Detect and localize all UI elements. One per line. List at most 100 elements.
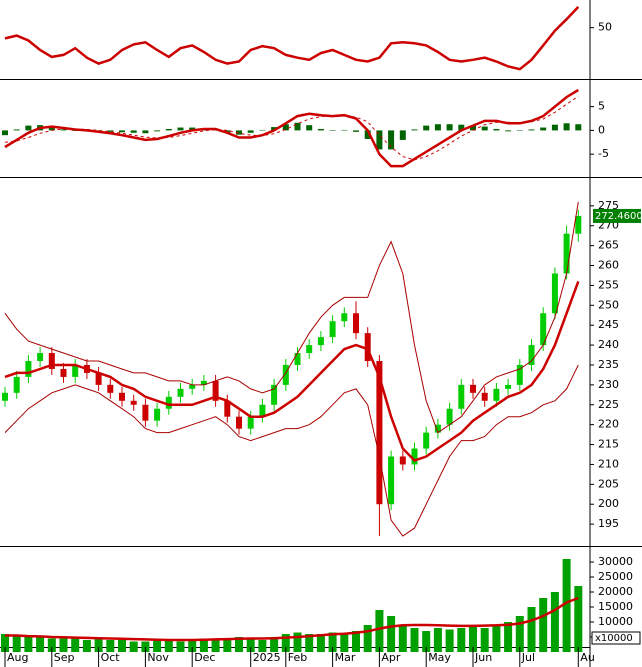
panel: [2, 88, 582, 168]
candle-body: [142, 404, 149, 421]
x-tick-label: Aug: [7, 651, 28, 664]
candle-body: [399, 456, 406, 465]
histogram-bar: [563, 123, 570, 131]
candle-body: [37, 353, 44, 362]
histogram-bar: [376, 130, 383, 150]
candle-body: [434, 424, 441, 433]
volume-bar: [129, 641, 138, 652]
volume-bar: [141, 641, 150, 652]
histogram-bar: [505, 130, 512, 132]
candle-body: [563, 233, 570, 274]
candle-body: [259, 404, 266, 417]
y-tick-label: 255: [598, 278, 619, 291]
y-tick-label: 230: [598, 378, 619, 391]
y-tick-label: 240: [598, 338, 619, 351]
y-tick-label: 210: [598, 457, 619, 470]
histogram-bar: [411, 129, 418, 131]
panel: [1, 559, 583, 652]
volume-bar: [457, 628, 466, 652]
candle-body: [282, 364, 289, 385]
volume-bar: [445, 629, 454, 652]
volume-bar: [36, 637, 45, 652]
candle-body: [446, 408, 453, 425]
volume-bar: [574, 586, 583, 652]
candle-body: [212, 380, 219, 401]
volume-bar: [47, 638, 56, 652]
candle-body: [72, 364, 79, 377]
y-tick-label: 10000: [598, 615, 633, 628]
series-line: [4, 280, 580, 462]
histogram-bar: [189, 127, 196, 131]
candle-body: [388, 456, 395, 505]
series-line: [4, 364, 579, 537]
y-tick-label: 0: [598, 123, 605, 136]
series-line: [5, 596, 579, 642]
candle-body: [236, 416, 242, 429]
candle-body: [2, 392, 8, 401]
y-tick-label: 260: [598, 259, 619, 272]
volume-bar: [375, 610, 384, 652]
candle-body: [60, 368, 67, 377]
x-tick-label: Sep: [54, 651, 75, 664]
candle-body: [329, 321, 336, 338]
volume-bar: [387, 616, 396, 652]
histogram-bar: [130, 130, 137, 133]
volume-bar: [515, 616, 524, 652]
volume-bar: [223, 638, 232, 652]
y-tick-label: -5: [598, 147, 609, 160]
histogram-bar: [341, 129, 348, 131]
x-tick-label: 2025: [253, 651, 281, 664]
histogram-bar: [353, 130, 359, 132]
series-line: [4, 95, 579, 161]
histogram-bar: [446, 124, 453, 131]
volume-bar: [118, 640, 126, 652]
histogram-bar: [364, 130, 371, 139]
candle-body: [48, 353, 55, 369]
candle-body: [154, 408, 161, 421]
volume-bar: [504, 622, 513, 652]
series-line: [4, 88, 579, 168]
y-tick-label: 225: [598, 398, 619, 411]
candle-body: [189, 384, 196, 389]
volume-bar: [176, 641, 185, 652]
histogram-bar: [154, 130, 161, 132]
volume-bar: [12, 635, 21, 652]
histogram-bar: [60, 129, 67, 131]
x-tick-label: Oct: [101, 651, 121, 664]
candle-body: [130, 400, 137, 405]
volume-bar: [352, 631, 360, 652]
volume-bar: [316, 634, 325, 652]
volume-bar: [71, 637, 80, 652]
candle-body: [364, 333, 371, 362]
x-tick-label: Au: [580, 651, 595, 664]
x-tick-label: Dec: [194, 651, 215, 664]
candle-body: [165, 396, 172, 409]
candle-body: [458, 384, 465, 409]
volume-bar: [340, 634, 349, 652]
volume-bar: [153, 640, 162, 652]
y-tick-label: 245: [598, 318, 619, 331]
histogram-bar: [2, 130, 8, 136]
candle-body: [13, 376, 20, 393]
histogram-bar: [575, 124, 582, 131]
histogram-bar: [528, 129, 535, 131]
y-tick-label: 220: [598, 418, 619, 431]
candle-body: [224, 400, 231, 417]
candle-body: [540, 313, 547, 346]
y-tick-label: 30000: [598, 555, 633, 568]
volume-bar: [562, 559, 571, 652]
volume-bar: [527, 607, 536, 652]
histogram-bar: [540, 127, 547, 131]
y-tick-label: 50: [598, 21, 612, 34]
volume-bar: [1, 634, 9, 652]
y-tick-label: 235: [598, 358, 619, 371]
volume-bar: [82, 640, 91, 652]
candle-body: [294, 353, 301, 365]
candle-body: [95, 372, 102, 385]
volume-bar: [59, 638, 68, 652]
candle-body: [423, 432, 430, 449]
candle-body: [177, 388, 184, 397]
volume-bar: [106, 640, 115, 652]
series-line: [4, 201, 579, 434]
panel: [4, 6, 580, 71]
